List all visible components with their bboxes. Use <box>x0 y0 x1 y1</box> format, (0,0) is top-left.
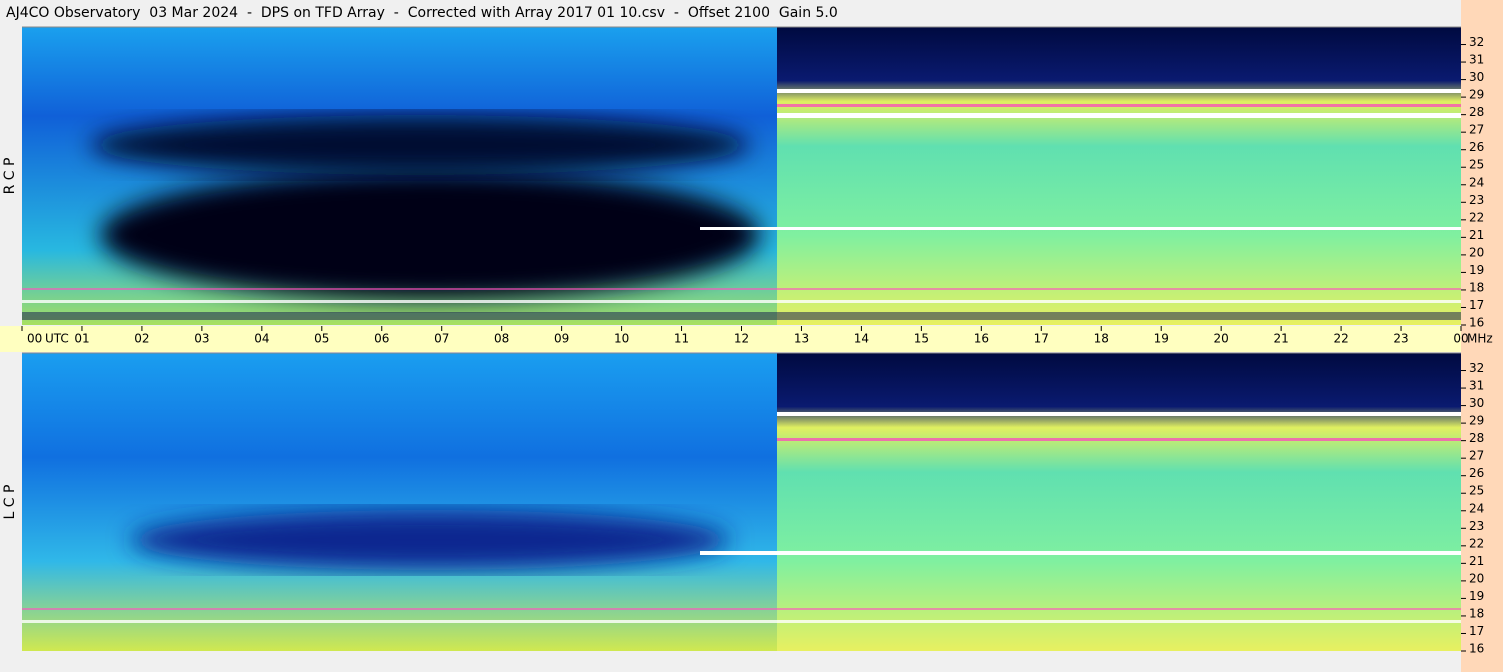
spectrogram-lcp <box>22 353 1461 651</box>
y-tick-label: 26 <box>1469 466 1484 480</box>
y-tick-label: 28 <box>1469 431 1484 445</box>
y-tick-label: 19 <box>1469 263 1484 277</box>
y-tick-label: 26 <box>1469 140 1484 154</box>
y-tick-label: 21 <box>1469 554 1484 568</box>
y-tick-label: 31 <box>1469 379 1484 393</box>
footer <box>0 652 1461 672</box>
x-tick-label: 04 <box>254 332 269 346</box>
x-tick-label: 20 <box>1214 332 1229 346</box>
title-bar <box>0 0 1503 26</box>
x-tick-label: 14 <box>854 332 869 346</box>
x-tick-label: 18 <box>1094 332 1109 346</box>
y-tick-label: 30 <box>1469 70 1484 84</box>
x-axis-label: UTC <box>45 332 69 346</box>
x-tick-label: 00 <box>1453 332 1468 346</box>
panel-label: L C P <box>2 485 18 520</box>
y-tick-label: 29 <box>1469 88 1484 102</box>
y-tick-label: 16 <box>1469 316 1484 330</box>
x-axis-strip <box>0 326 1461 352</box>
x-tick-label: 23 <box>1393 332 1408 346</box>
x-tick-label: 15 <box>914 332 929 346</box>
y-tick-label: 28 <box>1469 105 1484 119</box>
x-tick-label: 11 <box>674 332 689 346</box>
y-tick-label: 18 <box>1469 606 1484 620</box>
x-tick-label: 08 <box>494 332 509 346</box>
y-tick-label: 17 <box>1469 298 1484 312</box>
x-tick-label: 09 <box>554 332 569 346</box>
x-tick-label: 00 <box>27 332 42 346</box>
y-axis-strip <box>1461 0 1503 672</box>
y-tick-label: 22 <box>1469 210 1484 224</box>
y-axis-label: MHz <box>1467 332 1493 346</box>
y-tick-label: 27 <box>1469 123 1484 137</box>
x-tick-label: 02 <box>134 332 149 346</box>
title: AJ4CO Observatory 03 Mar 2024 - DPS on T… <box>6 5 838 21</box>
x-tick-label: 12 <box>734 332 749 346</box>
y-tick-label: 24 <box>1469 175 1484 189</box>
spectrogram-rcp <box>22 27 1461 325</box>
y-tick-label: 20 <box>1469 245 1484 259</box>
y-tick-label: 25 <box>1469 158 1484 172</box>
y-tick-label: 29 <box>1469 414 1484 428</box>
y-tick-label: 17 <box>1469 624 1484 638</box>
x-tick-label: 17 <box>1034 332 1049 346</box>
y-tick-label: 32 <box>1469 35 1484 49</box>
y-tick-label: 23 <box>1469 193 1484 207</box>
y-tick-label: 31 <box>1469 53 1484 67</box>
y-tick-label: 27 <box>1469 449 1484 463</box>
x-tick-label: 05 <box>314 332 329 346</box>
x-tick-label: 22 <box>1333 332 1348 346</box>
x-tick-label: 21 <box>1273 332 1288 346</box>
x-tick-label: 19 <box>1154 332 1169 346</box>
x-tick-label: 10 <box>614 332 629 346</box>
y-tick-label: 32 <box>1469 361 1484 375</box>
x-tick-label: 16 <box>974 332 989 346</box>
panel-label: R C P <box>2 158 18 195</box>
y-tick-label: 19 <box>1469 589 1484 603</box>
y-tick-label: 16 <box>1469 642 1484 656</box>
x-tick-label: 06 <box>374 332 389 346</box>
y-tick-label: 20 <box>1469 571 1484 585</box>
y-tick-label: 30 <box>1469 396 1484 410</box>
x-tick-label: 01 <box>74 332 89 346</box>
y-tick-label: 24 <box>1469 501 1484 515</box>
y-tick-label: 21 <box>1469 228 1484 242</box>
x-tick-label: 13 <box>794 332 809 346</box>
y-tick-label: 23 <box>1469 519 1484 533</box>
x-tick-label: 03 <box>194 332 209 346</box>
y-tick-label: 18 <box>1469 280 1484 294</box>
y-tick-label: 25 <box>1469 484 1484 498</box>
y-tick-label: 22 <box>1469 536 1484 550</box>
x-tick-label: 07 <box>434 332 449 346</box>
